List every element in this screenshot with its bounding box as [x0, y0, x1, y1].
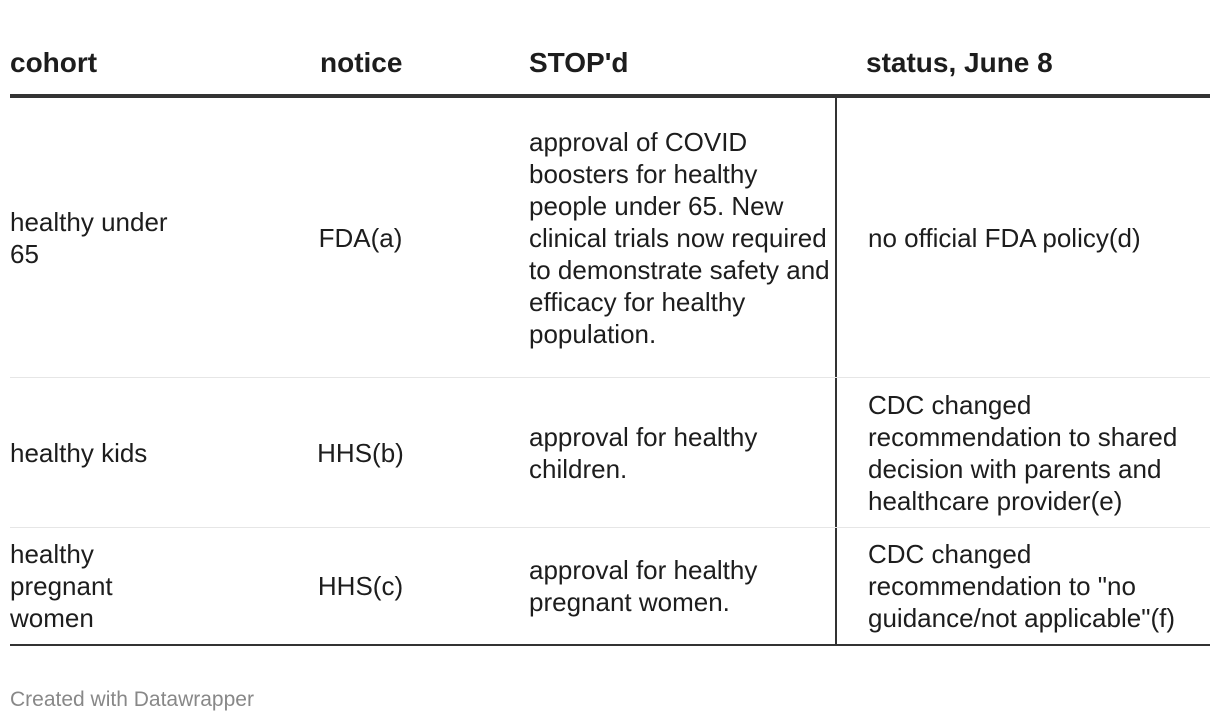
cell-stopped: approval for healthy children.	[529, 378, 835, 527]
cell-cohort: healthy under 65	[10, 98, 192, 377]
cell-notice: FDA(a)	[192, 98, 529, 377]
data-table: cohort notice STOP'd status, June 8 heal…	[10, 32, 1210, 646]
stopped-text: approval for healthy children.	[529, 421, 758, 484]
status-text: no official FDA policy(d)	[868, 222, 1141, 253]
status-text: CDC changed recommendation to "no guidan…	[868, 539, 1175, 633]
cohort-text: healthy kids	[10, 437, 148, 468]
table-row: healthy kids HHS(b) approval for healthy…	[10, 378, 1210, 528]
cell-status: CDC changed recommendation to "no guidan…	[835, 528, 1210, 644]
cell-notice: HHS(b)	[192, 378, 529, 527]
cell-cohort: healthy pregnant women	[10, 528, 192, 644]
header-notice[interactable]: notice	[320, 47, 403, 78]
table-row: healthy under 65 FDA(a) approval of COVI…	[10, 98, 1210, 378]
table-header-row: cohort notice STOP'd status, June 8	[10, 32, 1210, 98]
header-stopped[interactable]: STOP'd	[529, 47, 629, 78]
cell-status: no official FDA policy(d)	[835, 98, 1210, 377]
cohort-text: healthy under 65	[10, 206, 168, 269]
stopped-text: approval of COVID boosters for healthy p…	[529, 126, 830, 349]
datawrapper-credit[interactable]: Created with Datawrapper	[10, 688, 254, 711]
cell-stopped: approval for healthy pregnant women.	[529, 528, 835, 644]
cell-cohort: healthy kids	[10, 378, 192, 527]
cell-notice: HHS(c)	[192, 528, 529, 644]
cell-status: CDC changed recommendation to shared dec…	[835, 378, 1210, 527]
notice-text: HHS(c)	[317, 571, 404, 601]
notice-text: HHS(b)	[317, 437, 404, 468]
stopped-text: approval for healthy pregnant women.	[529, 555, 758, 617]
header-status[interactable]: status, June 8	[866, 47, 1053, 78]
notice-text: FDA(a)	[318, 222, 403, 253]
cell-stopped: approval of COVID boosters for healthy p…	[529, 98, 835, 377]
header-cohort[interactable]: cohort	[10, 47, 98, 78]
table-row: healthy pregnant women HHS(c) approval f…	[10, 528, 1210, 646]
cohort-text: healthy pregnant women	[10, 539, 113, 633]
status-text: CDC changed recommendation to shared dec…	[868, 389, 1178, 516]
